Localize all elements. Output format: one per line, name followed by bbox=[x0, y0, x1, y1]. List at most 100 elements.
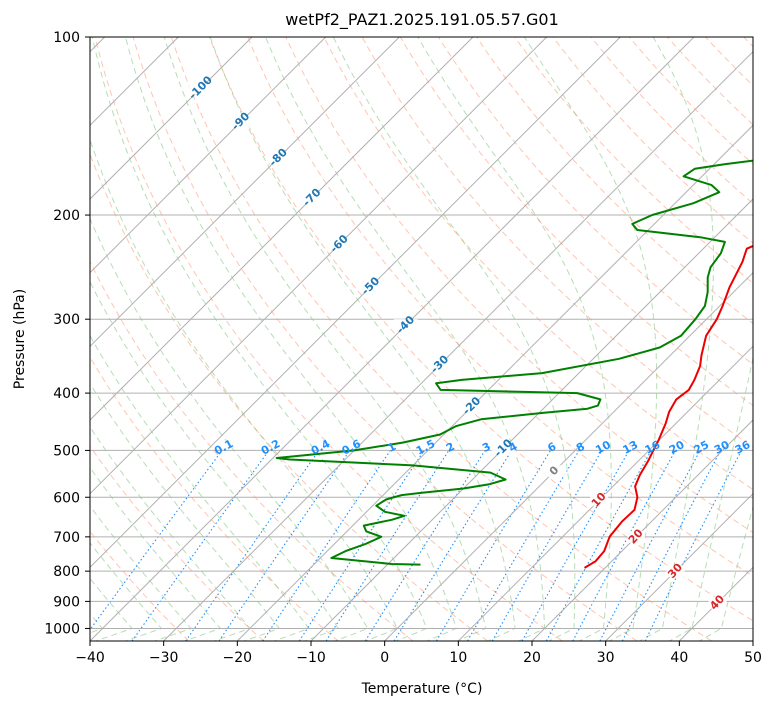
mixing-ratio-label: 1 bbox=[385, 440, 398, 455]
dry-adiabat bbox=[514, 37, 753, 284]
x-tick-label: −10 bbox=[296, 650, 326, 666]
isobar-grid bbox=[90, 37, 753, 629]
isotherm-gridline bbox=[90, 37, 253, 200]
mixing-ratio-line bbox=[262, 450, 391, 641]
mixing-ratio-lines bbox=[90, 450, 742, 641]
x-tick-label: −30 bbox=[149, 650, 179, 666]
isotherm-gridline bbox=[752, 640, 753, 641]
dry-adiabat bbox=[705, 37, 753, 87]
isotherm-gridline bbox=[457, 345, 753, 641]
temperature-line bbox=[583, 244, 753, 569]
isotherm-gridline bbox=[163, 50, 753, 641]
moist-adiabat bbox=[90, 466, 222, 641]
x-tick-label: 10 bbox=[449, 650, 467, 666]
mixing-ratio-line bbox=[545, 450, 652, 641]
dry-adiabat bbox=[552, 37, 753, 244]
moist-adiabat bbox=[90, 217, 369, 641]
y-tick-label: 800 bbox=[53, 564, 80, 580]
y-tick-label: 600 bbox=[53, 490, 80, 506]
plot-frame bbox=[89, 36, 754, 642]
mixing-ratio-label: 30 bbox=[712, 438, 732, 457]
moist-adiabat bbox=[91, 37, 428, 641]
dry-adiabat bbox=[90, 356, 339, 641]
dry-adiabat bbox=[94, 37, 563, 641]
moist-adiabat bbox=[90, 334, 310, 641]
mixing-ratio-line bbox=[364, 450, 486, 641]
dry-adiabat bbox=[90, 445, 264, 641]
dry-adiabat bbox=[437, 37, 753, 365]
dry-adiabat bbox=[132, 37, 638, 641]
moist-adiabat bbox=[209, 37, 516, 641]
isotherm-gridline bbox=[310, 198, 753, 641]
y-tick-label: 500 bbox=[53, 443, 80, 459]
profile-series bbox=[275, 159, 753, 569]
moist-adiabat bbox=[265, 37, 545, 641]
x-axis-title: Temperature (°C) bbox=[361, 681, 483, 697]
dry-adiabat bbox=[90, 260, 414, 641]
mixing-ratio-label: 2 bbox=[444, 440, 457, 455]
isotherm-gridline bbox=[90, 37, 474, 421]
mixing-ratio-label: 0.1 bbox=[212, 437, 235, 458]
mixing-ratio-line bbox=[467, 450, 580, 641]
x-tick-label: 0 bbox=[380, 650, 389, 666]
isotherm-label-bg bbox=[327, 238, 352, 251]
mixing-ratio-line bbox=[572, 450, 676, 641]
y-tick-label: 900 bbox=[53, 594, 80, 610]
moist-adiabat bbox=[90, 280, 340, 641]
mixing-ratio-label: 25 bbox=[692, 438, 712, 457]
isotherm-grid bbox=[90, 37, 753, 641]
isotherm-gridline bbox=[90, 37, 621, 569]
chart-title: wetPf2_PAZ1.2025.191.05.57.G01 bbox=[285, 10, 559, 30]
isotherm-gridline bbox=[90, 37, 695, 641]
dry-adiabat bbox=[170, 37, 712, 641]
mixing-ratio-label: 0.2 bbox=[259, 437, 282, 458]
dry-adiabat bbox=[476, 37, 753, 325]
isotherm-gridline bbox=[605, 492, 753, 641]
y-tick-label: 700 bbox=[53, 530, 80, 546]
moist-adiabat bbox=[417, 37, 612, 641]
mixing-ratio-line bbox=[393, 450, 513, 641]
mixing-ratio-line bbox=[131, 450, 270, 641]
dry-adiabat-label-bg bbox=[627, 530, 646, 543]
isotherm-label-bg bbox=[266, 151, 291, 164]
mixing-ratio-line bbox=[491, 450, 603, 641]
isotherm-label-bg bbox=[188, 82, 213, 95]
x-tick-label: 50 bbox=[744, 650, 762, 666]
mixing-ratio-label: 3 bbox=[480, 440, 493, 455]
y-tick-label: 300 bbox=[53, 312, 80, 328]
dry-adiabat-label-bg bbox=[666, 565, 685, 578]
dry-adiabat bbox=[667, 37, 753, 126]
x-tick-label: −20 bbox=[223, 650, 253, 666]
dry-adiabat bbox=[743, 37, 753, 48]
moist-adiabat bbox=[638, 37, 714, 641]
isotherm-gridline bbox=[90, 37, 327, 274]
dry-adiabat bbox=[90, 530, 190, 641]
moist-adiabat bbox=[698, 505, 753, 641]
plot-area: -100-90-80-70-60-50-40-30-20-10010203040… bbox=[90, 37, 753, 641]
isotherm-label-bg bbox=[229, 115, 254, 128]
isotherm-label-bg bbox=[460, 400, 485, 413]
isotherm-label-bg bbox=[542, 465, 567, 478]
dewpoint-line bbox=[275, 159, 753, 566]
y-tick-label: 100 bbox=[53, 30, 80, 46]
moist-adiabat bbox=[90, 382, 281, 641]
isotherm-label-bg bbox=[428, 358, 453, 371]
mixing-ratio-label: 8 bbox=[574, 440, 587, 455]
moist-adiabats bbox=[90, 37, 753, 641]
y-tick-label: 200 bbox=[53, 208, 80, 224]
isotherm-label-bg bbox=[300, 191, 325, 204]
mixing-ratio-label: 20 bbox=[667, 438, 687, 457]
mixing-ratio-line bbox=[599, 450, 701, 641]
dry-adiabat-label-bg bbox=[708, 596, 727, 609]
moist-adiabat bbox=[332, 37, 576, 641]
dry-adiabat-label-bg bbox=[590, 494, 609, 507]
moist-adiabat bbox=[90, 505, 192, 641]
mixing-ratio-line bbox=[218, 450, 351, 641]
moist-adiabat bbox=[523, 37, 658, 641]
moist-adiabat bbox=[90, 138, 398, 641]
mixing-ratio-line bbox=[325, 450, 450, 641]
mixing-ratio-line bbox=[521, 450, 630, 641]
dry-adiabat bbox=[590, 37, 753, 205]
isotherm-label-bg bbox=[491, 442, 516, 455]
